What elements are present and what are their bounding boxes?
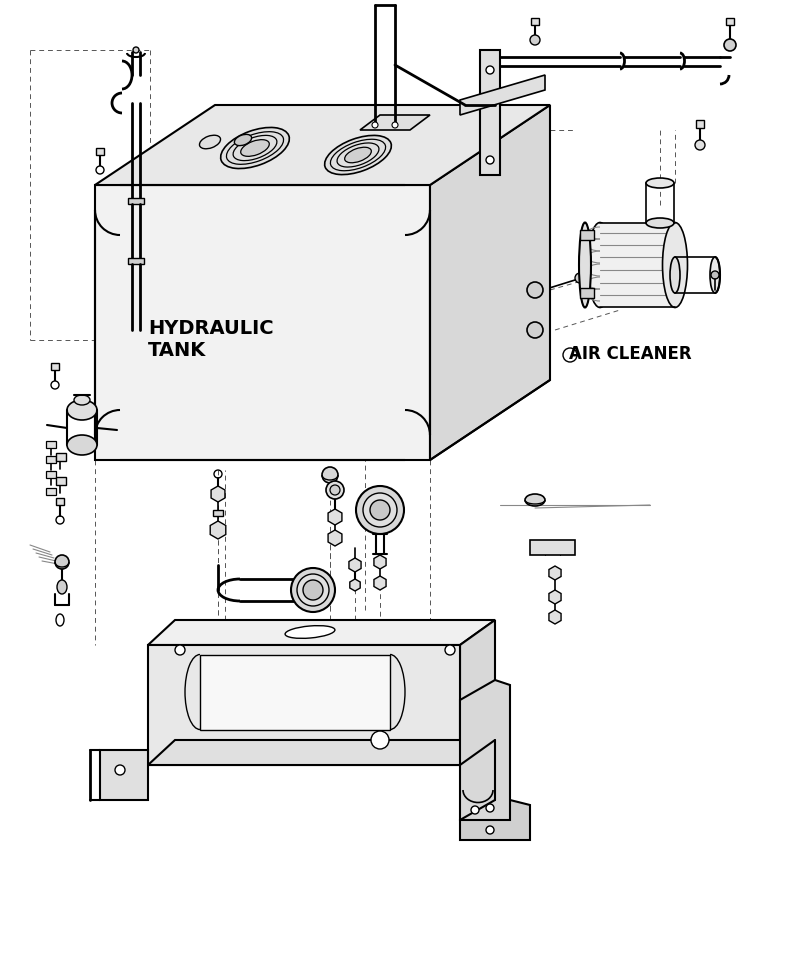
Polygon shape [95, 185, 430, 460]
Circle shape [96, 166, 104, 174]
Bar [56, 453, 66, 461]
Circle shape [326, 481, 344, 499]
Circle shape [133, 47, 139, 53]
Polygon shape [328, 509, 342, 525]
Circle shape [356, 486, 404, 534]
Ellipse shape [241, 139, 269, 157]
Ellipse shape [525, 494, 545, 506]
Polygon shape [328, 530, 342, 546]
Polygon shape [374, 555, 386, 569]
Bar [51, 363, 59, 370]
Polygon shape [549, 566, 561, 580]
Ellipse shape [646, 178, 674, 188]
Polygon shape [460, 620, 495, 765]
Bar [531, 18, 539, 25]
Circle shape [370, 500, 390, 520]
Circle shape [711, 271, 719, 279]
Ellipse shape [57, 580, 67, 594]
Polygon shape [349, 558, 361, 572]
Polygon shape [95, 105, 550, 185]
Polygon shape [200, 655, 390, 730]
Circle shape [486, 96, 494, 104]
Ellipse shape [200, 136, 220, 149]
Bar [46, 441, 56, 448]
Bar [46, 488, 56, 495]
Circle shape [530, 35, 540, 45]
Polygon shape [148, 645, 460, 765]
Ellipse shape [646, 218, 674, 228]
Bar [128, 198, 144, 204]
Bar [96, 148, 104, 155]
Polygon shape [430, 105, 550, 460]
Ellipse shape [67, 400, 97, 420]
Polygon shape [460, 800, 530, 840]
Circle shape [51, 381, 59, 389]
Polygon shape [549, 590, 561, 604]
Polygon shape [374, 576, 386, 590]
Circle shape [303, 580, 323, 600]
Text: HYDRAULIC
TANK: HYDRAULIC TANK [148, 319, 273, 360]
Bar [56, 477, 66, 485]
Ellipse shape [221, 128, 289, 168]
Polygon shape [100, 750, 148, 800]
Bar [696, 120, 704, 128]
Bar [46, 456, 56, 463]
Circle shape [527, 282, 543, 298]
Polygon shape [360, 115, 430, 130]
Circle shape [372, 122, 378, 128]
Ellipse shape [285, 626, 335, 638]
Polygon shape [460, 680, 510, 820]
Polygon shape [460, 75, 545, 115]
Circle shape [330, 485, 340, 495]
Ellipse shape [670, 257, 680, 293]
Polygon shape [549, 610, 561, 624]
Circle shape [175, 645, 185, 655]
Circle shape [392, 122, 398, 128]
Bar [46, 471, 56, 478]
Circle shape [297, 574, 329, 606]
Polygon shape [350, 579, 360, 591]
Polygon shape [210, 521, 226, 539]
Text: AIR CLEANER: AIR CLEANER [569, 345, 691, 363]
Circle shape [486, 66, 494, 74]
Ellipse shape [662, 223, 687, 308]
Bar [726, 18, 734, 25]
Bar [580, 230, 594, 240]
Polygon shape [530, 540, 575, 555]
Circle shape [445, 645, 455, 655]
Ellipse shape [74, 395, 90, 405]
Polygon shape [148, 740, 495, 765]
Circle shape [486, 156, 494, 164]
Ellipse shape [345, 147, 371, 162]
Bar [128, 258, 144, 264]
Circle shape [527, 322, 543, 338]
Circle shape [486, 826, 494, 834]
Bar [580, 288, 594, 298]
Circle shape [55, 555, 69, 569]
Polygon shape [148, 620, 495, 645]
Circle shape [115, 765, 125, 775]
Ellipse shape [67, 435, 97, 455]
Bar [213, 510, 223, 516]
Circle shape [322, 467, 338, 483]
Ellipse shape [234, 135, 252, 146]
Bar [56, 498, 64, 505]
Circle shape [486, 804, 494, 812]
Polygon shape [480, 50, 500, 175]
Ellipse shape [579, 223, 591, 308]
Circle shape [575, 273, 585, 283]
Circle shape [291, 568, 335, 612]
Polygon shape [211, 486, 225, 502]
Ellipse shape [325, 136, 391, 175]
Circle shape [371, 731, 389, 749]
Circle shape [363, 493, 397, 527]
Ellipse shape [588, 223, 612, 308]
Circle shape [695, 140, 705, 150]
Ellipse shape [710, 257, 720, 293]
Polygon shape [600, 223, 675, 307]
Circle shape [471, 806, 479, 814]
Circle shape [724, 39, 736, 51]
